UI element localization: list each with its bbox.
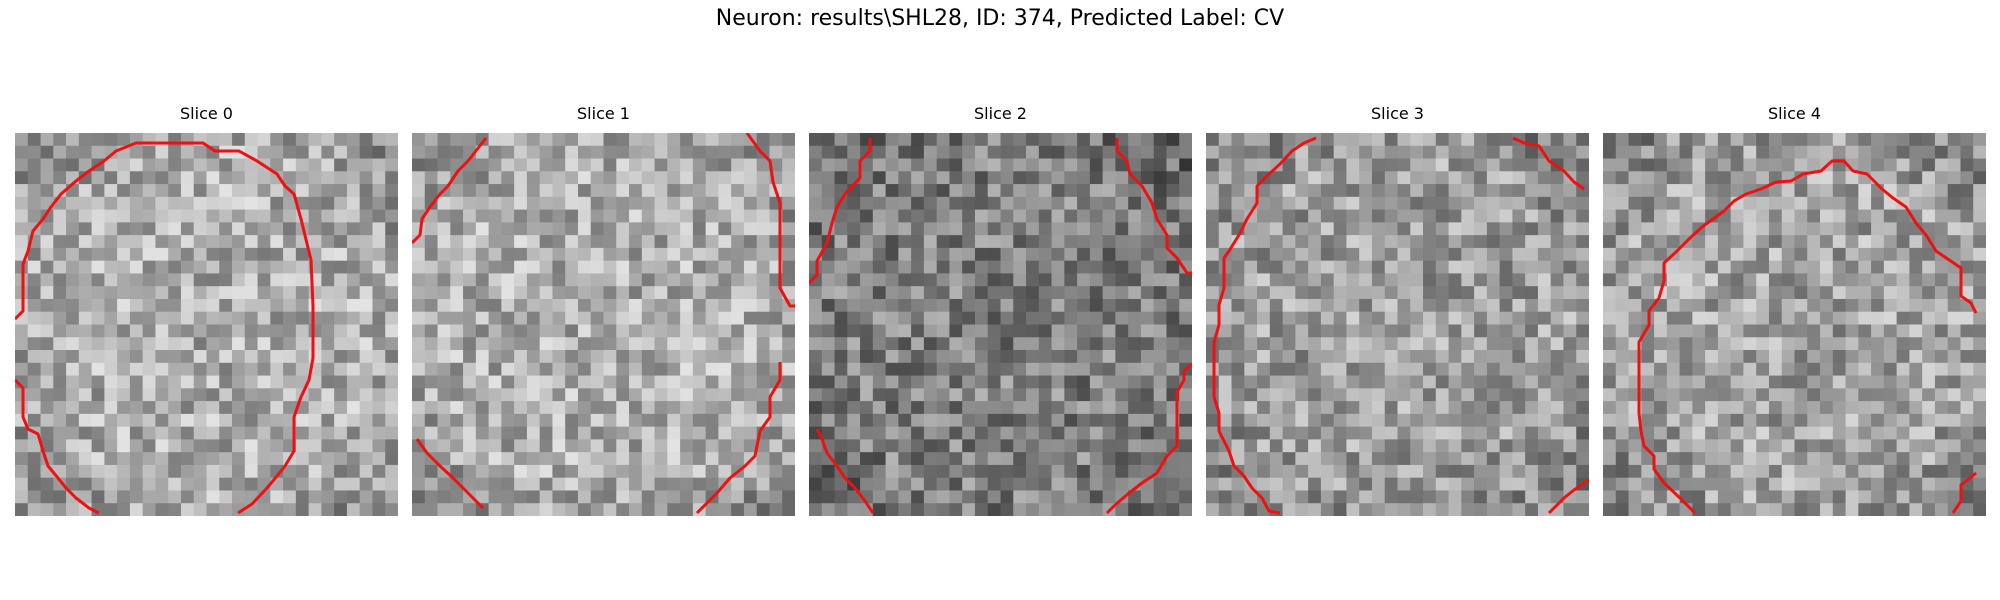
slice-title-1: Slice 1 (577, 104, 630, 123)
slice-image-2 (809, 133, 1192, 516)
slice-title-3: Slice 3 (1371, 104, 1424, 123)
slice-image-1 (412, 133, 795, 516)
slice-title-4: Slice 4 (1768, 104, 1821, 123)
figure-title: Neuron: results\SHL28, ID: 374, Predicte… (715, 6, 1285, 31)
slice-image-3 (1206, 133, 1589, 516)
slice-image-0 (15, 133, 398, 516)
slice-title-0: Slice 0 (180, 104, 233, 123)
slice-title-2: Slice 2 (974, 104, 1027, 123)
slice-image-4 (1603, 133, 1986, 516)
